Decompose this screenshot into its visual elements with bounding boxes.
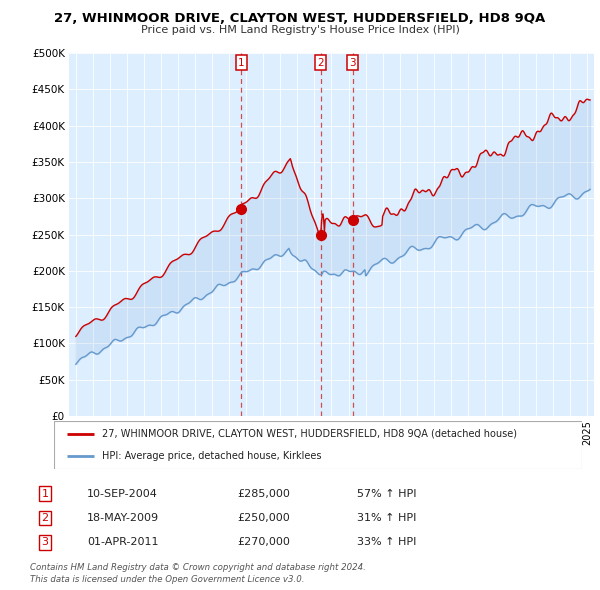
Text: This data is licensed under the Open Government Licence v3.0.: This data is licensed under the Open Gov…	[30, 575, 305, 584]
Text: £250,000: £250,000	[237, 513, 290, 523]
Text: 31% ↑ HPI: 31% ↑ HPI	[357, 513, 416, 523]
Text: 33% ↑ HPI: 33% ↑ HPI	[357, 537, 416, 547]
Text: 27, WHINMOOR DRIVE, CLAYTON WEST, HUDDERSFIELD, HD8 9QA (detached house): 27, WHINMOOR DRIVE, CLAYTON WEST, HUDDER…	[101, 429, 517, 439]
Text: £285,000: £285,000	[237, 489, 290, 499]
Text: 3: 3	[41, 537, 49, 547]
Text: 2: 2	[41, 513, 49, 523]
Text: 3: 3	[349, 58, 356, 67]
Text: 1: 1	[41, 489, 49, 499]
FancyBboxPatch shape	[54, 421, 582, 469]
Text: 1: 1	[238, 58, 244, 67]
Text: 2: 2	[317, 58, 324, 67]
Text: 57% ↑ HPI: 57% ↑ HPI	[357, 489, 416, 499]
Text: 27, WHINMOOR DRIVE, CLAYTON WEST, HUDDERSFIELD, HD8 9QA: 27, WHINMOOR DRIVE, CLAYTON WEST, HUDDER…	[55, 12, 545, 25]
Text: HPI: Average price, detached house, Kirklees: HPI: Average price, detached house, Kirk…	[101, 451, 321, 461]
Text: 01-APR-2011: 01-APR-2011	[87, 537, 158, 547]
Text: 10-SEP-2004: 10-SEP-2004	[87, 489, 158, 499]
Text: £270,000: £270,000	[237, 537, 290, 547]
Text: Contains HM Land Registry data © Crown copyright and database right 2024.: Contains HM Land Registry data © Crown c…	[30, 563, 366, 572]
Text: Price paid vs. HM Land Registry's House Price Index (HPI): Price paid vs. HM Land Registry's House …	[140, 25, 460, 35]
Text: 18-MAY-2009: 18-MAY-2009	[87, 513, 159, 523]
